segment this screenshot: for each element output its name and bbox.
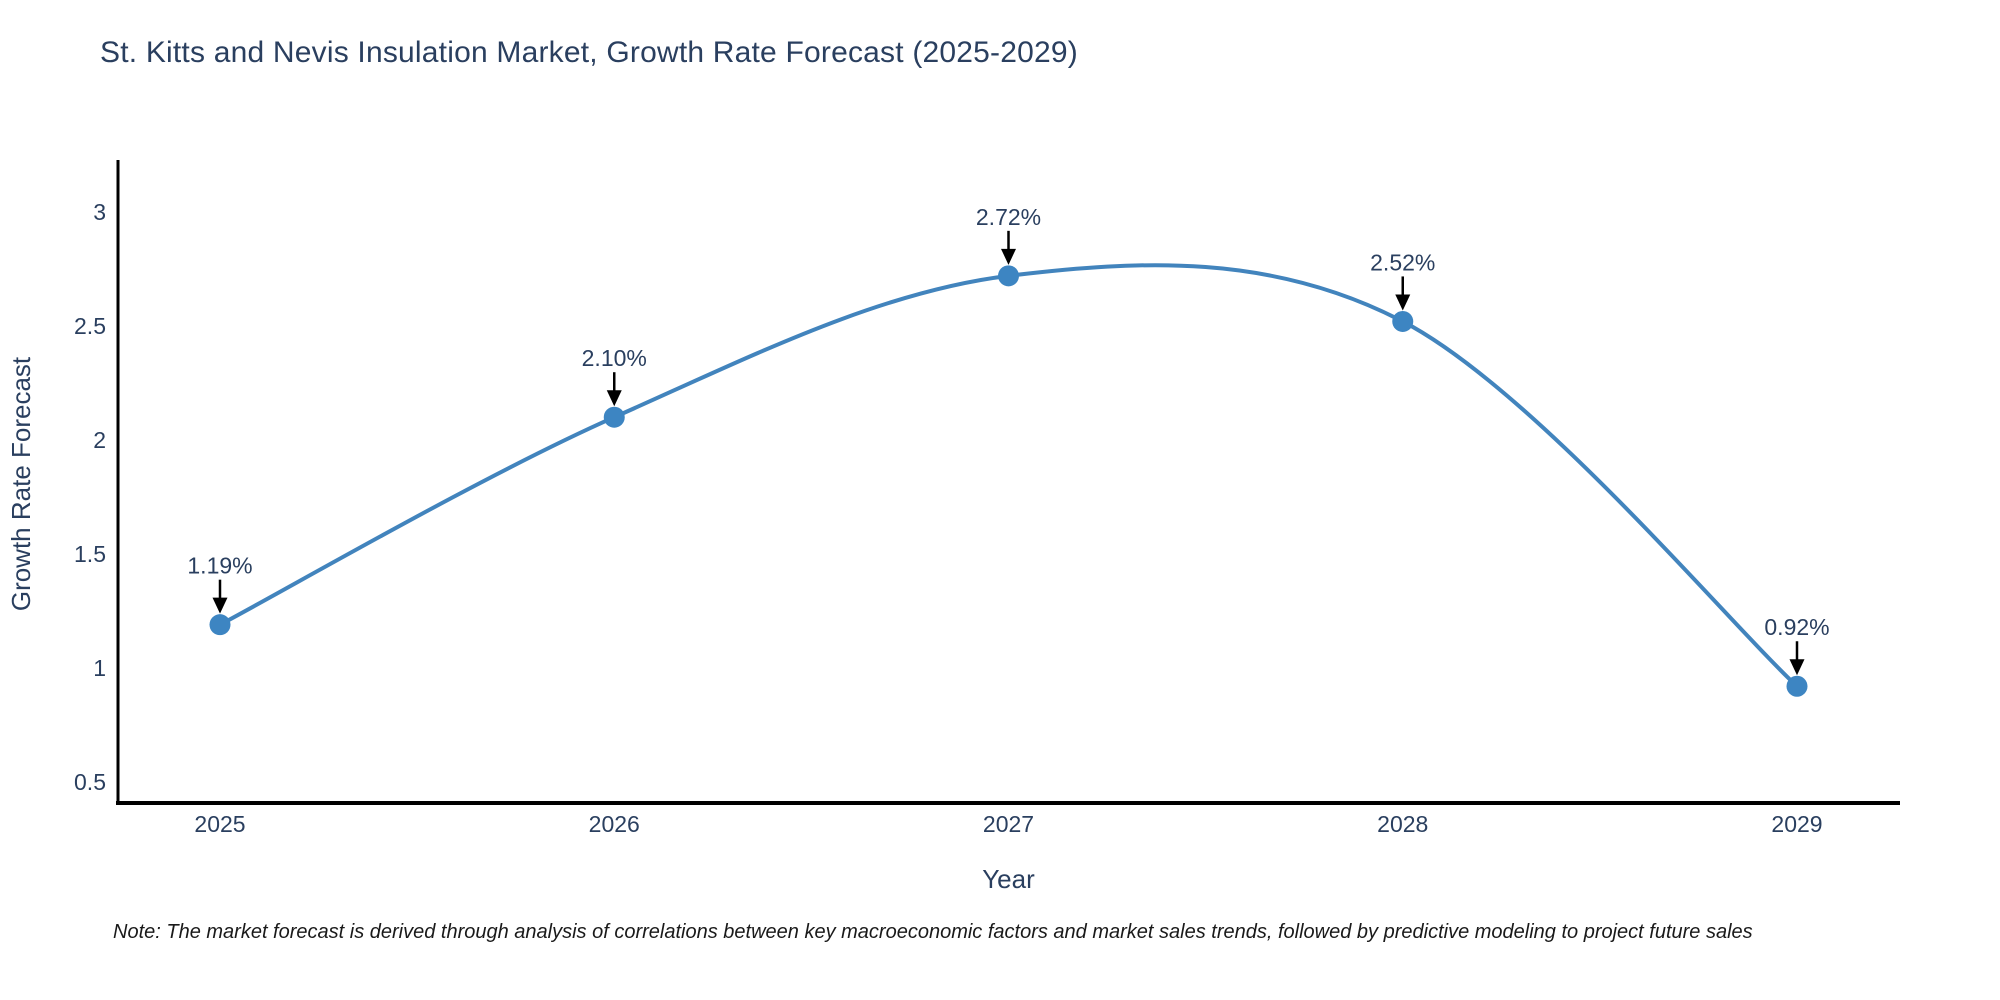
y-tick-label-1: 1	[93, 655, 106, 681]
data-point-2029[interactable]	[1786, 675, 1808, 697]
x-tick-label-2029: 2029	[1771, 811, 1822, 837]
y-tick-label-1.5: 1.5	[74, 541, 106, 567]
y-tick-label-2: 2	[93, 427, 106, 453]
y-tick-label-0.5: 0.5	[74, 769, 106, 795]
forecast-line	[218, 263, 1799, 689]
x-tick-label-2026: 2026	[589, 811, 640, 837]
data-point-label: 2.10%	[582, 345, 647, 371]
y-tick-label-2.5: 2.5	[74, 313, 106, 339]
data-point-2025[interactable]	[209, 614, 231, 636]
data-point-2027[interactable]	[998, 265, 1019, 287]
annotation-arrow-head-icon	[1789, 659, 1805, 676]
annotation-arrow-head-icon	[212, 597, 228, 614]
data-point-label: 2.72%	[976, 204, 1041, 230]
x-axis-title: Year	[982, 864, 1035, 894]
data-point-label: 1.19%	[187, 553, 252, 579]
data-point-label: 2.52%	[1370, 249, 1435, 275]
data-point-2026[interactable]	[603, 406, 625, 428]
x-tick-label-2025: 2025	[194, 811, 245, 837]
data-point-2028[interactable]	[1392, 310, 1414, 332]
annotation-arrow-head-icon	[606, 390, 622, 407]
footnote: Note: The market forecast is derived thr…	[113, 921, 1753, 943]
annotation-arrow-head-icon	[1001, 248, 1016, 265]
annotation-arrow-head-icon	[1395, 294, 1411, 311]
x-tick-label-2028: 2028	[1377, 811, 1428, 837]
y-tick-label-3: 3	[93, 199, 106, 225]
y-axis-title: Growth Rate Forecast	[6, 356, 36, 611]
data-point-label: 0.92%	[1764, 614, 1829, 640]
chart-title: St. Kitts and Nevis Insulation Market, G…	[100, 36, 1078, 69]
x-tick-label-2027: 2027	[983, 811, 1034, 837]
